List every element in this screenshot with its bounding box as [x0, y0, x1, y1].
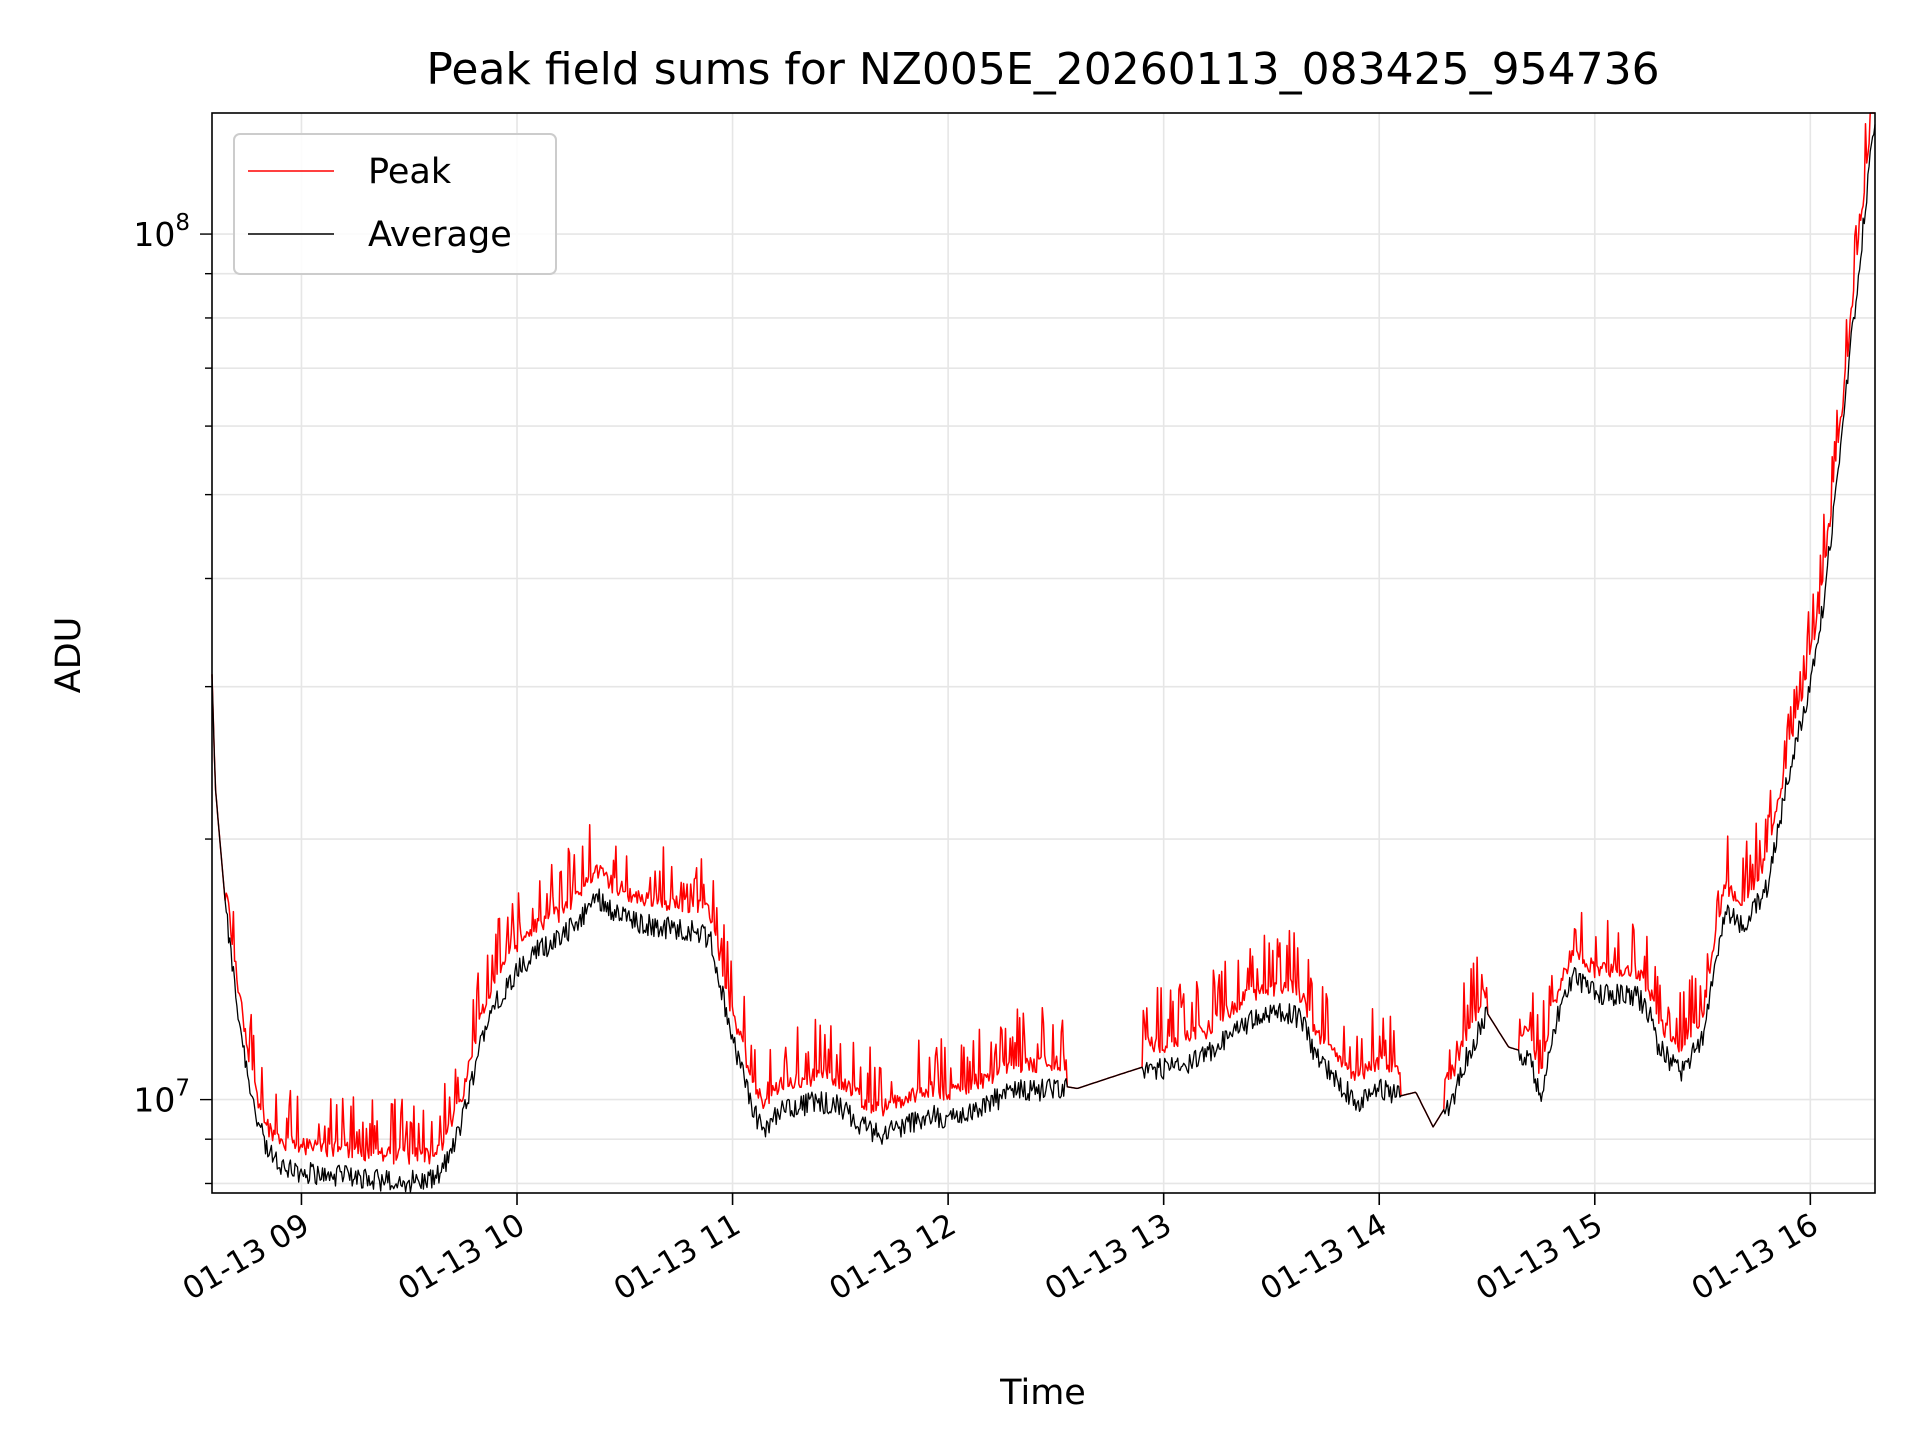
y-axis-label: ADU [49, 617, 89, 694]
legend-box [233, 133, 557, 275]
y-tick-label: 107 [133, 1076, 190, 1120]
legend: Peak Average [233, 133, 557, 275]
series-line-average [211, 124, 1876, 1193]
legend-label-peak: Peak [368, 152, 452, 192]
plot-frame [211, 112, 1876, 1194]
chart-title: Peak field sums for NZ005E_20260113_0834… [426, 44, 1659, 95]
y-tick-label: 108 [133, 210, 190, 254]
grid-lines [212, 113, 1875, 1193]
legend-label-average: Average [368, 215, 512, 255]
x-axis-label: Time [999, 1373, 1086, 1413]
plot-series [211, 112, 1876, 1193]
series-line-peak [211, 112, 1875, 1165]
y-axis-ticks: 107 108 [133, 210, 212, 1185]
